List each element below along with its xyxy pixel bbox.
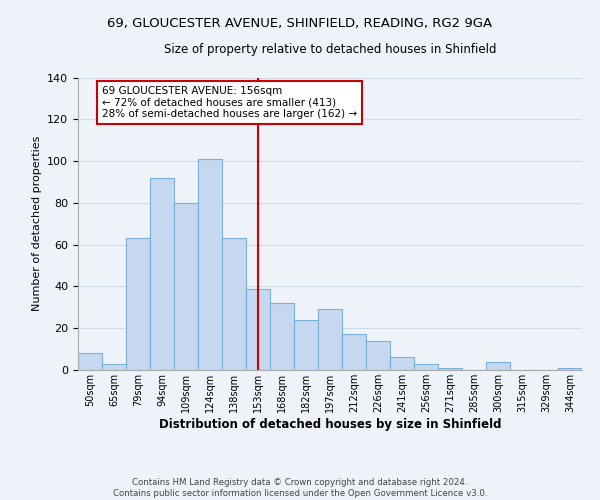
Bar xyxy=(294,320,318,370)
X-axis label: Distribution of detached houses by size in Shinfield: Distribution of detached houses by size … xyxy=(159,418,501,430)
Bar xyxy=(414,364,438,370)
Bar xyxy=(318,310,342,370)
Bar xyxy=(126,238,150,370)
Bar xyxy=(558,368,582,370)
Bar xyxy=(390,358,414,370)
Bar xyxy=(366,341,390,370)
Bar xyxy=(222,238,246,370)
Bar xyxy=(174,203,198,370)
Bar xyxy=(270,303,294,370)
Title: Size of property relative to detached houses in Shinfield: Size of property relative to detached ho… xyxy=(164,42,496,56)
Text: 69, GLOUCESTER AVENUE, SHINFIELD, READING, RG2 9GA: 69, GLOUCESTER AVENUE, SHINFIELD, READIN… xyxy=(107,18,493,30)
Bar xyxy=(246,288,270,370)
Bar xyxy=(150,178,174,370)
Bar xyxy=(78,354,102,370)
Bar xyxy=(198,159,222,370)
Text: 69 GLOUCESTER AVENUE: 156sqm
← 72% of detached houses are smaller (413)
28% of s: 69 GLOUCESTER AVENUE: 156sqm ← 72% of de… xyxy=(102,86,357,119)
Y-axis label: Number of detached properties: Number of detached properties xyxy=(32,136,41,312)
Bar xyxy=(486,362,510,370)
Bar xyxy=(102,364,126,370)
Text: Contains HM Land Registry data © Crown copyright and database right 2024.
Contai: Contains HM Land Registry data © Crown c… xyxy=(113,478,487,498)
Bar xyxy=(342,334,366,370)
Bar xyxy=(438,368,462,370)
